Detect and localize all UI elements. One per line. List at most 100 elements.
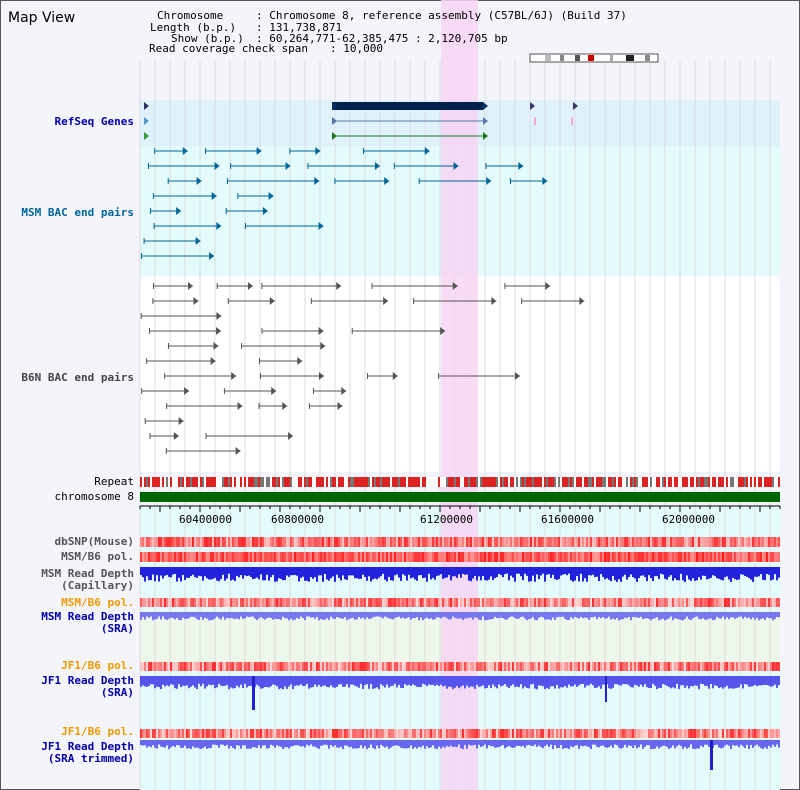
polymorphism-cell	[744, 537, 746, 547]
repeat-segment	[480, 477, 482, 487]
polymorphism-cell	[242, 729, 244, 738]
track-label-jf1-b6-pol-2[interactable]: JF1/B6 pol.	[61, 725, 134, 738]
polymorphism-cell	[386, 598, 388, 607]
track-label-refseq[interactable]: RefSeq Genes	[54, 115, 134, 128]
polymorphism-cell	[308, 598, 310, 607]
polymorphism-cell	[778, 552, 780, 562]
polymorphism-cell	[328, 662, 330, 671]
polymorphism-cell	[642, 537, 644, 547]
read-depth-bar	[534, 567, 536, 582]
polymorphism-cell	[152, 729, 154, 738]
read-depth-bar	[376, 740, 378, 746]
read-depth-bar	[414, 740, 416, 748]
polymorphism-cell	[390, 598, 392, 607]
polymorphism-cell	[468, 662, 470, 671]
track-label-msm-bac[interactable]: MSM BAC end pairs	[21, 206, 134, 219]
polymorphism-cell	[378, 662, 380, 671]
read-depth-bar	[176, 740, 178, 746]
polymorphism-cell	[666, 729, 668, 738]
read-depth-bar	[188, 740, 190, 749]
track-label-jf1-depth-sra[interactable]: JF1 Read Depth	[41, 674, 134, 687]
bac-end-marker	[211, 192, 217, 200]
polymorphism-cell	[708, 598, 710, 607]
read-depth-bar	[646, 740, 648, 746]
polymorphism-cell	[230, 662, 232, 671]
polymorphism-cell	[660, 598, 662, 607]
track-label-dbsnp[interactable]: dbSNP(Mouse)	[54, 535, 134, 548]
repeat-segment	[518, 477, 520, 487]
polymorphism-cell	[418, 662, 420, 671]
polymorphism-cell	[754, 662, 756, 671]
polymorphism-cell	[506, 662, 508, 671]
polymorphism-cell	[502, 552, 504, 562]
read-depth-bar	[358, 567, 360, 579]
polymorphism-cell	[586, 662, 588, 671]
polymorphism-cell	[544, 537, 546, 547]
repeat-segment	[416, 477, 418, 487]
polymorphism-cell	[622, 662, 624, 671]
polymorphism-cell	[426, 537, 428, 547]
polymorphism-cell	[748, 552, 750, 562]
polymorphism-cell	[252, 537, 254, 547]
read-depth-bar	[676, 612, 678, 619]
chromosome-bar	[140, 492, 780, 502]
repeat-segment	[764, 477, 766, 487]
polymorphism-cell	[204, 598, 206, 607]
read-depth-bar	[500, 567, 502, 575]
read-depth-bar	[360, 567, 362, 579]
polymorphism-cell	[382, 552, 384, 562]
polymorphism-cell	[638, 552, 640, 562]
polymorphism-cell	[288, 537, 290, 547]
read-depth-bar	[242, 567, 244, 579]
polymorphism-cell	[626, 729, 628, 738]
read-depth-bar	[574, 676, 576, 685]
polymorphism-cell	[316, 662, 318, 671]
polymorphism-cell	[358, 552, 360, 562]
polymorphism-cell	[154, 537, 156, 547]
read-depth-bar	[146, 612, 148, 617]
polymorphism-cell	[286, 552, 288, 562]
polymorphism-cell	[722, 552, 724, 562]
read-depth-bar	[318, 740, 320, 749]
repeat-segment	[612, 477, 614, 487]
repeat-segment	[404, 477, 406, 487]
polymorphism-cell	[476, 729, 478, 738]
polymorphism-cell	[510, 552, 512, 562]
polymorphism-cell	[656, 552, 658, 562]
polymorphism-cell	[466, 598, 468, 607]
track-label-b6n-bac[interactable]: B6N BAC end pairs	[21, 371, 134, 384]
repeat-segment	[756, 477, 758, 487]
repeat-segment	[542, 477, 544, 487]
read-depth-bar	[348, 567, 350, 576]
track-label-msm-b6-pol-2[interactable]: MSM/B6 pol.	[61, 596, 134, 609]
polymorphism-cell	[402, 729, 404, 738]
track-label-jf1-depth-trim[interactable]: JF1 Read Depth	[41, 740, 134, 753]
track-label-msm-b6-pol[interactable]: MSM/B6 pol.	[61, 550, 134, 563]
polymorphism-cell	[184, 598, 186, 607]
read-depth-bar	[244, 612, 246, 619]
repeat-segment	[364, 477, 366, 487]
polymorphism-cell	[604, 662, 606, 671]
read-depth-bar	[734, 567, 736, 580]
track-label-msm-depth-cap[interactable]: MSM Read Depth	[41, 567, 134, 580]
polymorphism-cell	[260, 729, 262, 738]
polymorphism-cell	[310, 598, 312, 607]
polymorphism-cell	[402, 552, 404, 562]
polymorphism-cell	[140, 537, 142, 547]
track-label-jf1-b6-pol[interactable]: JF1/B6 pol.	[61, 659, 134, 672]
polymorphism-cell	[630, 552, 632, 562]
repeat-segment	[690, 477, 692, 487]
polymorphism-cell	[452, 537, 454, 547]
track-label-msm-depth-sra[interactable]: MSM Read Depth	[41, 610, 134, 623]
read-depth-bar	[730, 676, 732, 689]
read-depth-bar	[740, 612, 742, 617]
polymorphism-cell	[564, 537, 566, 547]
read-depth-bar	[712, 676, 714, 689]
read-depth-bar	[430, 740, 432, 748]
read-depth-bar	[210, 740, 212, 749]
read-depth-bar	[674, 740, 676, 749]
polymorphism-cell	[222, 729, 224, 738]
read-depth-bar	[210, 567, 212, 580]
polymorphism-cell	[590, 552, 592, 562]
